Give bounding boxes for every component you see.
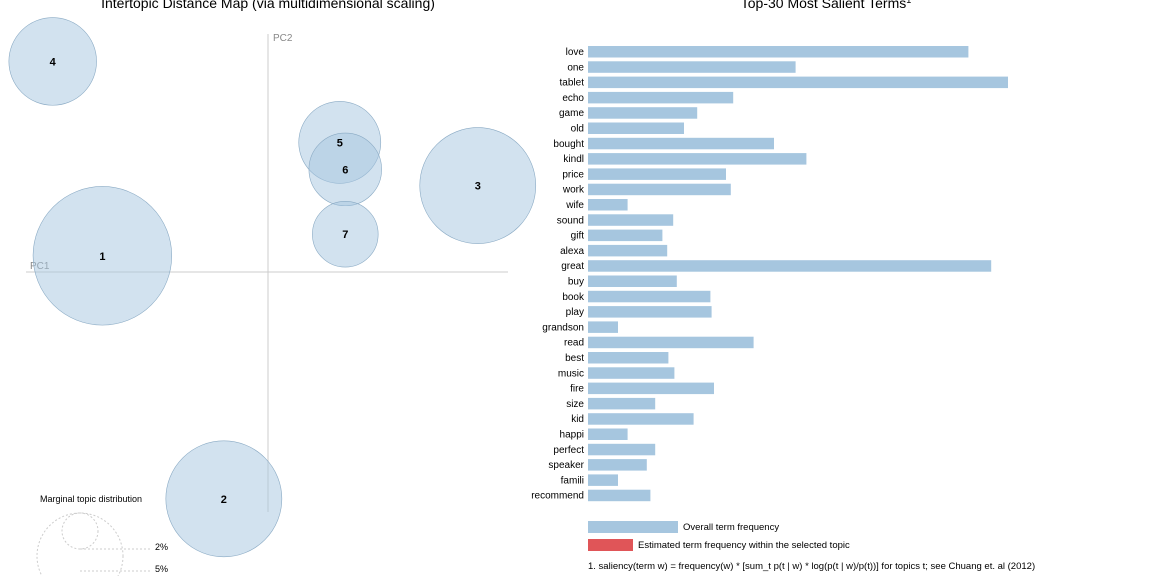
term-bar-one[interactable] — [588, 61, 796, 73]
term-label-wife: wife — [565, 200, 584, 211]
term-label-perfect: perfect — [553, 445, 584, 456]
salient-terms-title-text: Top-30 Most Salient Terms — [741, 0, 906, 11]
topic-circle-7[interactable] — [312, 201, 379, 268]
term-label-speaker: speaker — [548, 460, 584, 471]
term-label-bought: bought — [553, 139, 584, 150]
salient-terms-title: Top-30 Most Salient Terms1 — [741, 0, 912, 11]
term-label-size: size — [566, 399, 584, 410]
intertopic-map-title: Intertopic Distance Map (via multidimens… — [101, 0, 435, 11]
topic-label-7: 7 — [342, 229, 348, 241]
topic-circle-2[interactable] — [165, 440, 283, 558]
term-bar-kid[interactable] — [588, 413, 694, 425]
topic-label-3: 3 — [475, 181, 481, 193]
term-label-kid: kid — [571, 414, 584, 425]
term-bar-happi[interactable] — [588, 428, 628, 441]
term-bar-play[interactable] — [588, 306, 712, 318]
term-bar-kindl[interactable] — [588, 153, 807, 165]
legend-topic-swatch — [588, 539, 633, 551]
term-label-price: price — [562, 169, 584, 180]
term-bar-grandson[interactable] — [588, 321, 618, 333]
topic-label-6: 6 — [342, 164, 348, 176]
term-bar-gift[interactable] — [588, 229, 663, 242]
topic-label-4: 4 — [50, 56, 57, 68]
topic-circle-3[interactable] — [419, 127, 537, 244]
term-bar-price[interactable] — [588, 168, 726, 180]
marginal-circle-large — [36, 512, 124, 576]
term-bar-perfect[interactable] — [588, 443, 656, 456]
salient-terms-title-mark: 1 — [906, 0, 911, 5]
term-label-music: music — [558, 368, 584, 379]
term-label-echo: echo — [562, 93, 584, 104]
term-label-fire: fire — [570, 384, 584, 395]
term-label-love: love — [566, 47, 585, 58]
term-label-book: book — [562, 292, 585, 303]
term-label-read: read — [564, 338, 584, 349]
saliency-footnote: 1. saliency(term w) = frequency(w) * [su… — [588, 561, 1035, 572]
marginal-legend: 2% 5% — [36, 512, 168, 576]
term-bar-tablet[interactable] — [588, 76, 1008, 89]
term-label-grandson: grandson — [542, 322, 584, 333]
marginal-title: Marginal topic distribution — [40, 494, 142, 504]
term-bar-echo[interactable] — [588, 91, 734, 104]
term-label-recommend: recommend — [531, 491, 584, 502]
term-label-one: one — [567, 62, 584, 73]
term-bar-game[interactable] — [588, 107, 698, 119]
term-label-happi: happi — [560, 430, 584, 441]
topic-label-1: 1 — [99, 251, 105, 263]
topic-circles[interactable]: 1 2 3 4 5 6 7 — [8, 17, 537, 558]
term-label-buy: buy — [568, 277, 584, 288]
term-label-sound: sound — [557, 215, 584, 226]
term-label-work: work — [562, 185, 585, 196]
term-bar-best[interactable] — [588, 352, 669, 364]
topic-label-5: 5 — [337, 137, 343, 149]
term-bar-great[interactable] — [588, 260, 992, 272]
legend-overall-swatch — [588, 521, 678, 533]
term-bar-read[interactable] — [588, 336, 754, 349]
term-bar-wife[interactable] — [588, 199, 628, 211]
legend-overall-label: Overall term frequency — [683, 522, 779, 533]
term-bar-love[interactable] — [588, 46, 969, 58]
term-bar-sound[interactable] — [588, 214, 674, 226]
term-bar-buy[interactable] — [588, 275, 677, 288]
term-label-kindl: kindl — [563, 154, 584, 165]
term-bar-speaker[interactable] — [588, 459, 647, 471]
salient-term-bars[interactable]: love one tablet echo game old bought kindl price… — [531, 46, 1008, 502]
term-label-play: play — [566, 307, 584, 318]
term-label-tablet: tablet — [560, 78, 585, 89]
pc2-axis-label: PC2 — [273, 33, 293, 44]
marginal-level-large: 5% — [155, 564, 168, 574]
term-bar-music[interactable] — [588, 367, 675, 379]
legend-topic-label: Estimated term frequency within the sele… — [638, 540, 850, 551]
term-bar-size[interactable] — [588, 397, 656, 410]
term-label-famili: famili — [561, 475, 584, 486]
term-bar-famili[interactable] — [588, 474, 618, 486]
term-bar-work[interactable] — [588, 183, 731, 196]
term-label-old: old — [571, 124, 584, 135]
term-label-gift: gift — [571, 231, 585, 242]
term-bar-alexa[interactable] — [588, 244, 668, 257]
topic-circle-4[interactable] — [8, 17, 97, 106]
term-bar-fire[interactable] — [588, 382, 714, 395]
term-bar-old[interactable] — [588, 122, 684, 135]
term-label-great: great — [561, 261, 584, 272]
marginal-level-small: 2% — [155, 542, 168, 552]
term-bar-book[interactable] — [588, 290, 711, 303]
term-bar-bought[interactable] — [588, 137, 774, 150]
term-label-game: game — [559, 108, 584, 119]
term-bar-recommend[interactable] — [588, 489, 651, 502]
term-label-best: best — [565, 353, 584, 364]
marginal-circle-small — [61, 512, 99, 550]
topic-circle-1[interactable] — [32, 186, 173, 326]
term-label-alexa: alexa — [560, 246, 584, 257]
topic-label-2: 2 — [221, 494, 227, 506]
